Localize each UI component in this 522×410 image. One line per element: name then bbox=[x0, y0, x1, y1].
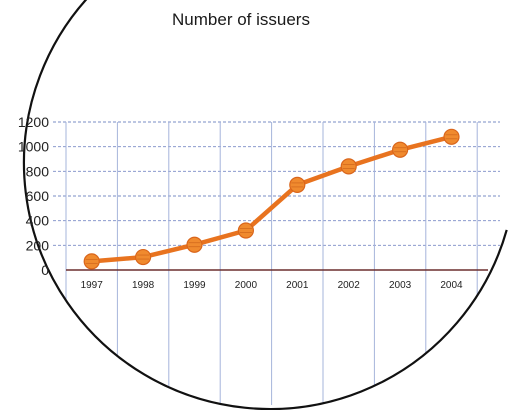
data-point-2002 bbox=[340, 158, 357, 175]
data-point-1997 bbox=[83, 253, 100, 270]
series-line-group bbox=[83, 128, 460, 270]
y-tick-label-200: 200 bbox=[26, 237, 50, 253]
y-tick-label-0: 0 bbox=[41, 262, 49, 278]
x-tick-label-1997: 1997 bbox=[81, 280, 104, 291]
x-tick-label-2000: 2000 bbox=[235, 280, 258, 291]
x-tick-label-2004: 2004 bbox=[440, 280, 463, 291]
data-point-2003 bbox=[392, 141, 409, 158]
y-axis-tick-labels: 0 200 400 600 800 1000 1200 bbox=[18, 114, 49, 278]
x-tick-label-1998: 1998 bbox=[132, 280, 155, 291]
y-tick-label-1200: 1200 bbox=[18, 114, 49, 130]
grid bbox=[53, 121, 500, 405]
x-tick-label-2001: 2001 bbox=[286, 280, 309, 291]
data-point-1999 bbox=[186, 236, 203, 253]
series-line bbox=[89, 134, 454, 264]
x-axis-tick-labels: 1997 1998 1999 2000 2001 2002 2003 2004 bbox=[81, 280, 463, 291]
y-tick-label-1000: 1000 bbox=[18, 139, 49, 155]
x-tick-label-1999: 1999 bbox=[183, 280, 206, 291]
y-tick-label-800: 800 bbox=[26, 163, 50, 179]
decorative-circle-arc bbox=[22, 0, 508, 410]
y-tick-label-400: 400 bbox=[26, 213, 50, 229]
chart-title: Number of issuers bbox=[172, 10, 310, 29]
x-tick-label-2003: 2003 bbox=[389, 280, 412, 291]
data-point-1998 bbox=[135, 248, 152, 266]
y-tick-label-600: 600 bbox=[26, 188, 50, 204]
x-tick-label-2002: 2002 bbox=[338, 280, 361, 291]
data-point-2004 bbox=[443, 128, 460, 145]
data-point-2000 bbox=[237, 222, 254, 239]
data-point-2001 bbox=[289, 176, 306, 193]
